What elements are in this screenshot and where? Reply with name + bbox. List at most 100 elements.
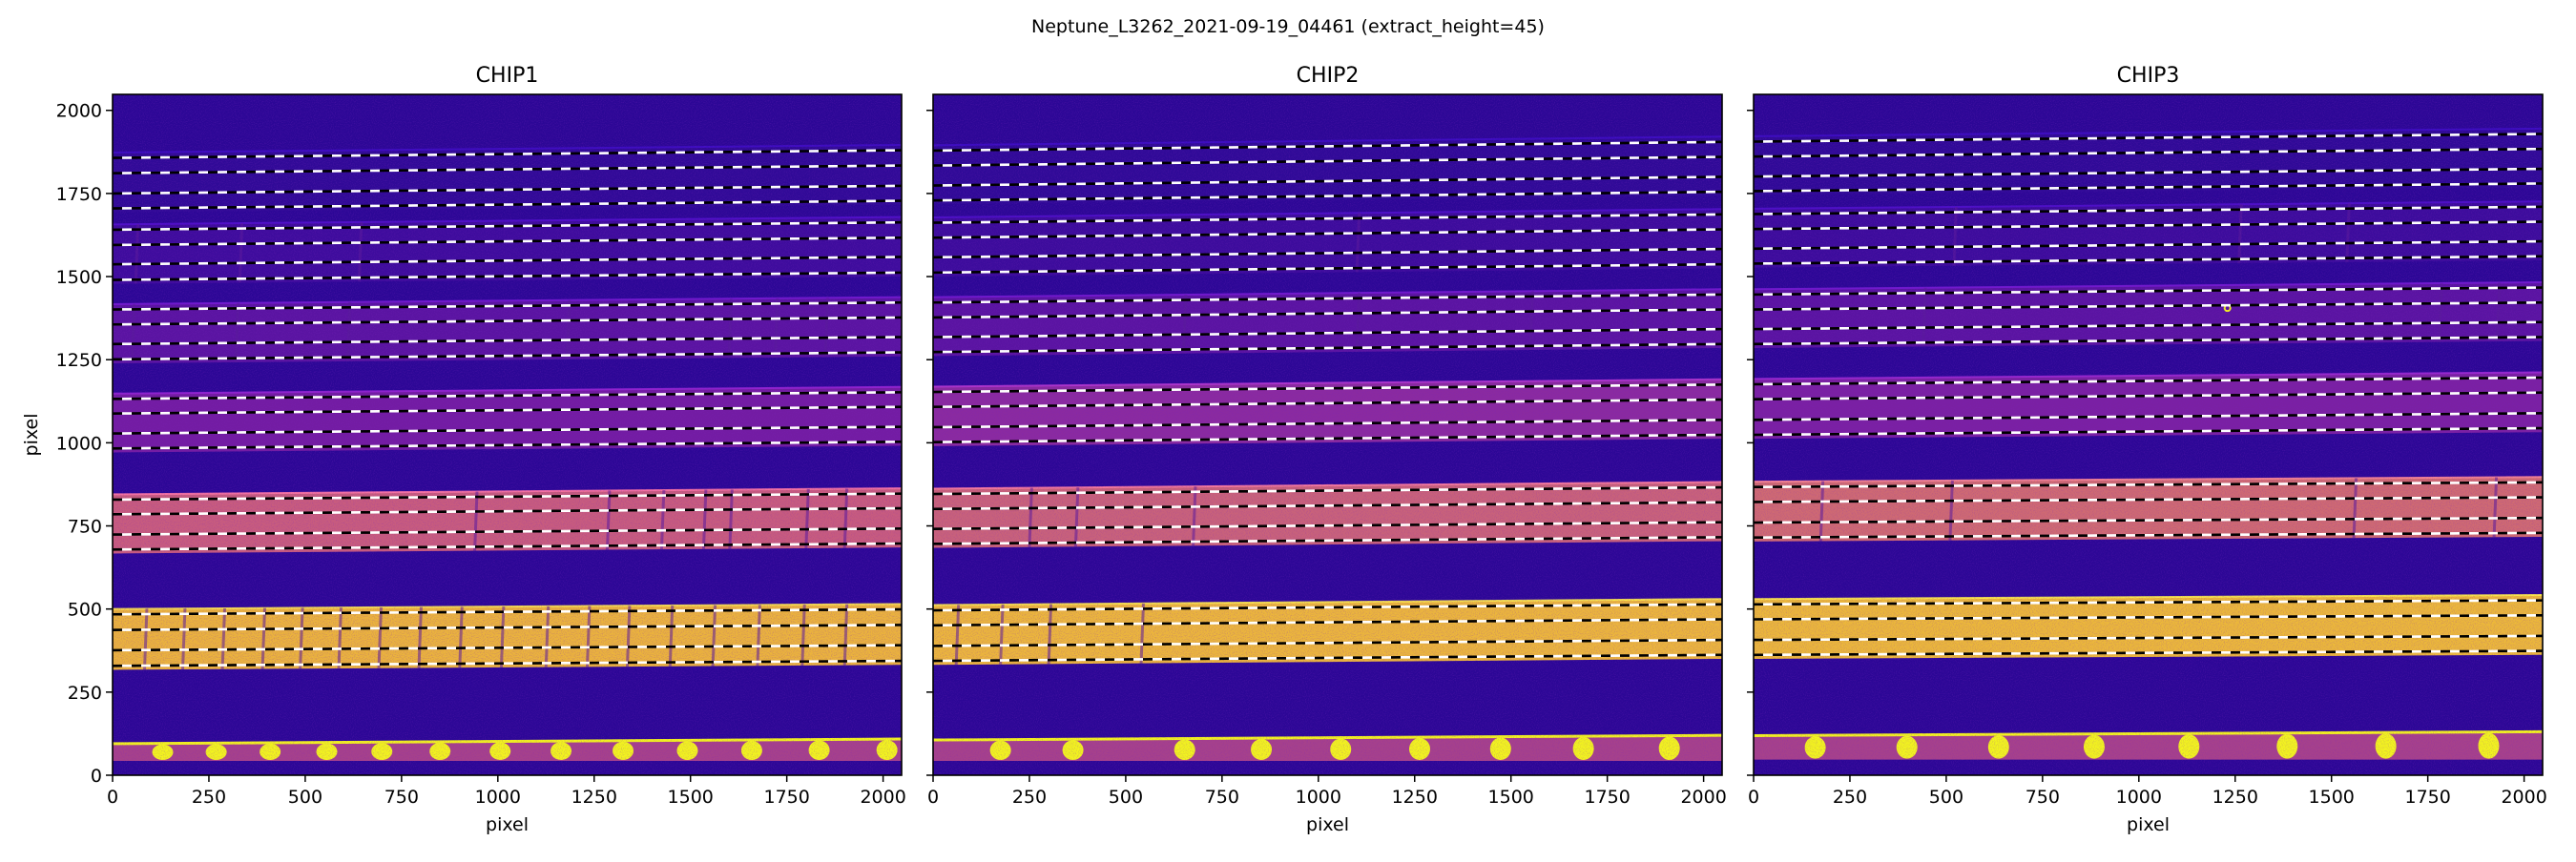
trace-line-light xyxy=(1754,147,2543,158)
trace-line-light xyxy=(933,213,1722,224)
trace-line-light xyxy=(113,199,902,210)
trace-line-light xyxy=(1754,286,2543,297)
x-tick-label: 250 xyxy=(1833,787,1867,808)
x-tick-label: 1000 xyxy=(475,787,521,808)
trace-line-light xyxy=(1754,182,2543,193)
trace-line-dark xyxy=(113,164,902,174)
trace-line-dark xyxy=(933,501,1722,511)
y-tick-label: 750 xyxy=(68,517,102,538)
trace-line-dark xyxy=(1754,412,2543,421)
x-tick-label: 1000 xyxy=(1296,787,1341,808)
y-axis-label: pixel xyxy=(21,414,42,457)
trace-line-dark xyxy=(1754,320,2543,331)
trace-line-light xyxy=(1754,255,2543,265)
trace-line-light xyxy=(113,441,902,450)
trace-line-dark xyxy=(1754,531,2543,540)
trace-line-dark xyxy=(1754,634,2543,642)
trace-line-light xyxy=(933,175,1722,187)
trace-line-dark xyxy=(113,425,902,435)
trace-line-dark xyxy=(113,607,902,616)
y-tick-label: 2000 xyxy=(56,101,102,122)
trace-line-light xyxy=(1754,167,2543,178)
trace-line-dark xyxy=(933,308,1722,319)
detector-image xyxy=(1754,94,2543,775)
trace-line-light xyxy=(113,220,902,232)
trace-line-dark xyxy=(933,213,1722,224)
trace-line-dark xyxy=(933,398,1722,409)
panel-chip2: CHIP2 0 250 500 750 1000 1250 1500 1750 2000 pixel xyxy=(926,64,1727,835)
trace-line-light xyxy=(933,398,1722,409)
y-tick-label: 0 xyxy=(91,766,102,787)
x-tick-label: 1500 xyxy=(668,787,714,808)
y-tick-label: 1000 xyxy=(56,433,102,454)
trace-line-dark xyxy=(1754,255,2543,265)
trace-line-dark xyxy=(933,247,1722,259)
trace-line-light xyxy=(113,236,902,247)
trace-line-dark xyxy=(113,659,902,667)
trace-line-dark xyxy=(113,441,902,450)
trace-line-light xyxy=(933,419,1722,429)
x-tick-label: 1250 xyxy=(1392,787,1438,808)
figure-suptitle: Neptune_L3262_2021-09-19_04461 (extract_… xyxy=(1031,16,1545,37)
trace-line-light xyxy=(933,342,1722,354)
trace-line-dark xyxy=(1754,182,2543,193)
trace-line-dark xyxy=(1754,481,2543,489)
trace-line-light xyxy=(933,433,1722,443)
x-tick-label: 750 xyxy=(1205,787,1239,808)
trace-line-dark xyxy=(113,405,902,415)
trace-line-light xyxy=(1754,634,2543,642)
panel-chip3: CHIP3 0 250 500 750 1000 1250 1500 1750 2000 pixel xyxy=(1747,64,2547,835)
trace-line-light xyxy=(933,536,1722,545)
y-tick-label: 1250 xyxy=(56,350,102,371)
trace-line-dark xyxy=(933,293,1722,304)
trace-line-dark xyxy=(1754,649,2543,657)
trace-line-light xyxy=(933,140,1722,153)
trace-line-light xyxy=(933,485,1722,496)
trace-line-light xyxy=(1754,649,2543,657)
trace-line-light xyxy=(113,184,902,195)
trace-line-light xyxy=(933,155,1722,167)
x-tick-label: 750 xyxy=(384,787,419,808)
trace-line-light xyxy=(933,383,1722,394)
trace-line-light xyxy=(113,405,902,415)
x-tick-label: 1750 xyxy=(763,787,809,808)
image-noise xyxy=(113,94,902,775)
trace-line-light xyxy=(933,521,1722,530)
axes-frame xyxy=(1753,93,2544,776)
trace-line-dark xyxy=(113,316,902,326)
trace-line-dark xyxy=(1754,614,2543,621)
x-tick-label: 2000 xyxy=(860,787,905,808)
trace-line-light xyxy=(933,501,1722,511)
trace-line-dark xyxy=(113,256,902,266)
trace-line-light xyxy=(1754,481,2543,489)
y-tick-label: 1750 xyxy=(56,184,102,205)
trace-line-dark xyxy=(113,271,902,281)
trace-line-light xyxy=(1754,336,2543,346)
trace-line-light xyxy=(933,603,1722,612)
trace-line-dark xyxy=(113,300,902,311)
x-tick-label: 1500 xyxy=(1488,787,1534,808)
x-tick-label: 500 xyxy=(288,787,322,808)
trace-line-light xyxy=(933,190,1722,202)
trace-line-dark xyxy=(1754,167,2543,178)
trace-line-dark xyxy=(1754,133,2543,143)
trace-line-dark xyxy=(1754,336,2543,346)
trace-line-light xyxy=(1754,496,2543,503)
trace-line-dark xyxy=(1754,599,2543,606)
trace-line-light xyxy=(1754,133,2543,143)
x-tick-label: 750 xyxy=(2025,787,2060,808)
trace-line-dark xyxy=(933,155,1722,167)
trace-line-dark xyxy=(1754,147,2543,158)
trace-line-dark xyxy=(933,521,1722,530)
y-tick-label: 500 xyxy=(68,600,102,621)
trace-line-dark xyxy=(113,149,902,159)
trace-line-dark xyxy=(113,391,902,400)
trace-line-dark xyxy=(933,383,1722,394)
x-axis-label: pixel xyxy=(486,814,529,835)
trace-line-light xyxy=(933,247,1722,259)
x-tick-label: 1750 xyxy=(2404,787,2450,808)
x-tick-label: 500 xyxy=(1929,787,1963,808)
trace-line-light xyxy=(113,164,902,174)
trace-line-dark xyxy=(933,603,1722,612)
